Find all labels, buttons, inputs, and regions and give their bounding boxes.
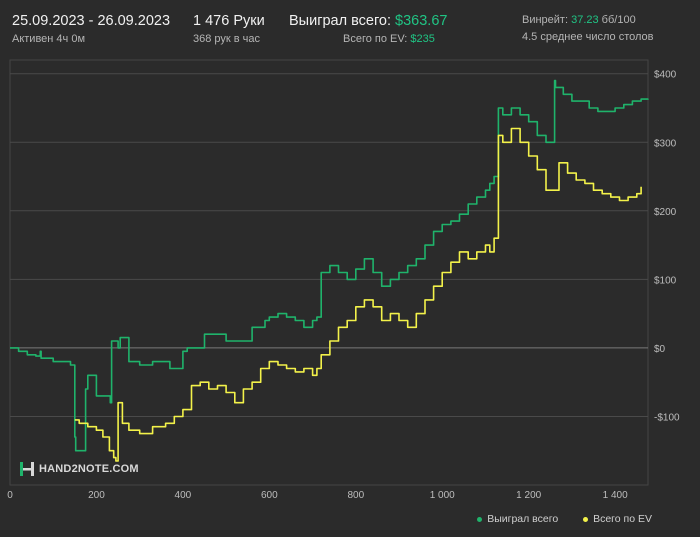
legend-item-ev: Всего по EV [583,513,652,525]
x-tick-label: 200 [88,490,105,501]
y-tick-label: $300 [654,138,677,149]
x-tick-label: 1 200 [516,490,541,501]
x-tick-label: 0 [7,490,13,501]
x-tick-label: 800 [347,490,364,501]
stats-header: 25.09.2023 - 26.09.2023 Активен 4ч 0м 1 … [0,0,700,50]
hands-per-hour: 368 рук в час [193,33,261,45]
plot-area [9,59,649,486]
x-tick-label: 400 [175,490,192,501]
won-series-line [10,79,649,452]
active-time: Активен 4ч 0м [12,33,86,45]
winrate-unit: бб/100 [598,14,636,26]
logo: HAND2NOTE.COM [19,461,139,477]
logo-icon [20,462,34,476]
legend-item-won: Выиграл всего [477,513,558,525]
ev-value: $235 [410,33,435,45]
y-tick-label: -$100 [654,412,680,423]
logo-text: HAND2NOTE.COM [39,463,139,475]
x-tick-label: 600 [261,490,278,501]
legend-label-ev: Всего по EV [593,513,652,525]
legend-swatch-ev [583,516,589,522]
y-tick-label: $100 [654,275,677,286]
winrate: Винрейт: 37.23 бб/100 [522,14,636,26]
legend-swatch-won [477,516,483,522]
ev-total: Всего по EV: $235 [343,33,435,45]
x-tick-label: 1 000 [430,490,455,501]
ev-label: Всего по EV: [343,33,411,45]
legend-label-won: Выиграл всего [487,513,559,525]
x-tick-label: 1 400 [603,490,628,501]
ev-series-line [74,127,642,462]
y-tick-label: $200 [654,207,677,218]
avg-tables: 4.5 среднее число столов [522,31,654,43]
y-tick-label: $400 [654,70,677,81]
hands-count: 1 476 Руки [193,13,265,29]
winrate-value: 37.23 [571,14,599,26]
chart-legend: Выиграл всего Всего по EV [455,513,652,525]
won-value: $363.67 [395,13,448,29]
won-label: Выиграл всего: [289,13,396,29]
date-range: 25.09.2023 - 26.09.2023 [12,13,171,29]
y-tick-label: $0 [654,344,666,355]
winrate-label: Винрейт: [522,14,572,26]
won-total: Выиграл всего: $363.67 [289,13,447,29]
